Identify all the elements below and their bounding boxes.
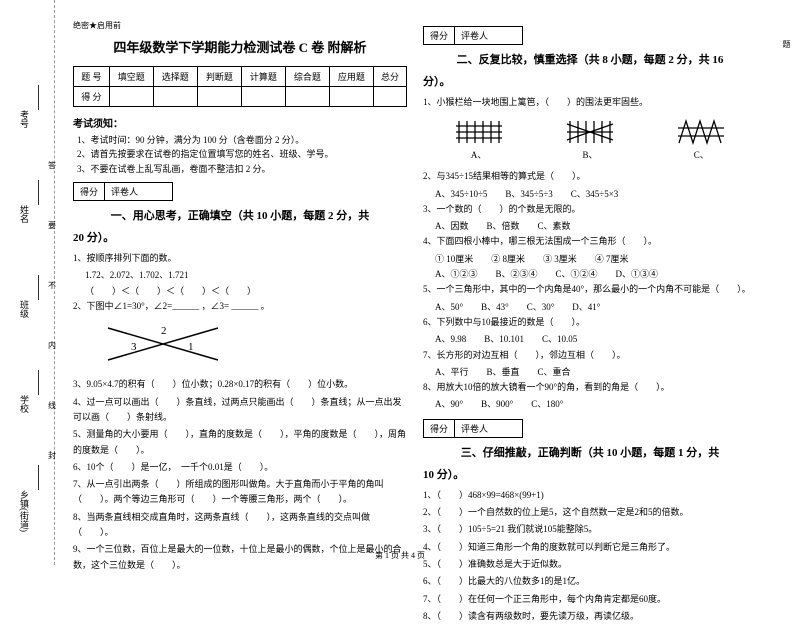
- question: 8、当两条直线相交成直角时，这两条直线（ ），这两条直线的交点叫做（ ）。: [73, 510, 407, 541]
- svg-text:2: 2: [161, 325, 167, 337]
- question-data: 1.72、2.072、1.702、1.721: [85, 268, 407, 283]
- right-column: 得分 评卷人 二、反复比较，慎重选择（共 8 小题，每题 2 分，共 16 分）…: [415, 20, 765, 626]
- options: ① 10厘米 ② 8厘米 ③ 3厘米 ④ 7厘米: [435, 252, 757, 267]
- sidebar-underline: [38, 85, 39, 110]
- sidebar-underline: [38, 370, 39, 395]
- left-column: 绝密★启用前 四年级数学下学期能力检测试卷 C 卷 附解析 题 号 填空题 选择…: [65, 20, 415, 626]
- exam-title: 四年级数学下学期能力检测试卷 C 卷 附解析: [73, 37, 407, 56]
- seal-mark: 答: [48, 160, 56, 171]
- options: A、50° B、43° C、30° D、41°: [435, 300, 757, 315]
- th: 综合题: [285, 67, 329, 87]
- seal-mark: 线: [48, 400, 56, 411]
- seal-mark: 封: [48, 450, 56, 461]
- sidebar-underline: [38, 180, 39, 205]
- question-blank: （ ）＜（ ）＜（ ）＜（ ）: [85, 284, 407, 299]
- section-1-heading: 一、用心思考，正确填空（共 10 小题，每题 2 分，共: [73, 207, 407, 223]
- score-box: 得分 评卷人: [423, 419, 523, 438]
- sidebar-underline: [38, 465, 39, 490]
- options: A、9.98 B、10.101 C、10.05: [435, 332, 757, 347]
- svg-text:1: 1: [188, 341, 194, 353]
- question: 6、下列数中与10最接近的数是（ ）。: [423, 315, 757, 330]
- sidebar-label: 乡镇(街道): [18, 490, 31, 532]
- question: 8、（ ）读含有两级数时，要先读万级，再读亿级。: [423, 609, 757, 624]
- exam-note: 3、不要在试卷上乱写乱画，卷面不整洁扣 2 分。: [77, 162, 407, 176]
- sidebar-label: 学校: [18, 395, 31, 413]
- question: 6、（ ）比最大的八位数多1的是1亿。: [423, 574, 757, 589]
- question: 5、测量角的大小要用（ ），直角的度数是（ ），平角的度数是（ ），周角的度数是…: [73, 427, 407, 458]
- section-3-heading2: 10 分）。: [423, 466, 757, 482]
- page-footer: 第 1 页 共 4 页: [0, 550, 800, 561]
- section-1-heading2: 20 分）。: [73, 229, 407, 245]
- section-2-heading: 二、反复比较，慎重选择（共 8 小题，每题 2 分，共 16: [423, 51, 757, 67]
- question: 4、过一点可以画出（ ）条直线，过两点只能画出（ ）条直线；从一点出发可以画（ …: [73, 395, 407, 426]
- page-content: 绝密★启用前 四年级数学下学期能力检测试卷 C 卷 附解析 题 号 填空题 选择…: [0, 0, 800, 638]
- options: A、因数 B、倍数 C、素数: [435, 219, 757, 234]
- question: 3、（ ）105÷5=21 我们就说105能整除5。: [423, 522, 757, 537]
- th: 应用题: [329, 67, 373, 87]
- grader-label: 评卷人: [455, 420, 494, 437]
- grader-label: 评卷人: [105, 183, 144, 200]
- seal-mark: 要: [48, 220, 56, 231]
- seal-mark: 不: [48, 280, 56, 291]
- score-box: 得分 评卷人: [423, 26, 523, 45]
- exam-note: 1、考试时间：90 分钟，满分为 100 分（含卷面分 2 分）。: [77, 133, 407, 147]
- question: 1、按顺序排列下面的数。: [73, 251, 407, 266]
- question: 2、（ ）一个自然数的位上是5，这个自然数一定是2和5的倍数。: [423, 505, 757, 520]
- score-label: 得分: [424, 420, 455, 437]
- table-row: 题 号 填空题 选择题 判断题 计算题 综合题 应用题 总分: [74, 67, 407, 87]
- binding-sidebar: 乡镇(街道) 学校 班级 姓名 考号 封 线 内 不 要 答: [0, 0, 55, 565]
- question: 8、用放大10倍的放大镜看一个90°的角，看到的角是（ ）。: [423, 380, 757, 395]
- options: A、平行 B、垂直 C、重合: [435, 365, 757, 380]
- question: 3、一个数的（ ）的个数是无限的。: [423, 202, 757, 217]
- fence-diagrams: A、 B、 C、: [423, 118, 757, 161]
- exam-notes-heading: 考试须知：: [73, 115, 407, 130]
- section-3-heading: 三、仔细推敲，正确判断（共 10 小题，每题 1 分，共: [423, 444, 757, 460]
- sidebar-label: 考号: [18, 110, 31, 128]
- seal-mark: 内: [48, 340, 56, 351]
- question: 7、（ ）在任何一个正三角形中，每个内角肯定都是60度。: [423, 592, 757, 607]
- score-box: 得分 评卷人: [73, 182, 173, 201]
- options: A、90° B、900° C、180°: [435, 397, 757, 412]
- question: 3、9.05×4.7的积有（ ）位小数；0.28×0.17的积有（ ）位小数。: [73, 377, 407, 392]
- options: A、①②③ B、②③④ C、①②④ D、①③④: [435, 267, 757, 282]
- sidebar-label: 班级: [18, 300, 31, 318]
- fence-c: C、: [676, 118, 726, 161]
- td: 得 分: [74, 87, 110, 107]
- question: 2、与345÷15结果相等的算式是（ ）。: [423, 169, 757, 184]
- th: 题 号: [74, 67, 110, 87]
- edge-label: 题: [781, 40, 792, 48]
- question: 7、从一点引出两条（ ）所组成的图形叫做角。大于直角而小于平角的角叫（ ）。两个…: [73, 477, 407, 508]
- th: 填空题: [109, 67, 153, 87]
- options: A、345÷10÷5 B、345÷5÷3 C、345÷5×3: [435, 187, 757, 202]
- question: 6、10个（ ）是一亿， 一千个0.01是（ ）。: [73, 460, 407, 475]
- grader-label: 评卷人: [455, 27, 494, 44]
- th: 选择题: [153, 67, 197, 87]
- fence-b: B、: [565, 118, 615, 161]
- question: 2、下图中∠1=30°，∠2=______ ，∠3= ______ 。: [73, 299, 407, 314]
- table-row: 得 分: [74, 87, 407, 107]
- score-table: 题 号 填空题 选择题 判断题 计算题 综合题 应用题 总分 得 分: [73, 66, 407, 107]
- exam-note: 2、请首先按要求在试卷的指定位置填写您的姓名、班级、学号。: [77, 147, 407, 161]
- question: 1、（ ）468×99=468×(99+1): [423, 488, 757, 503]
- section-2-heading2: 分）。: [423, 73, 757, 89]
- svg-text:3: 3: [131, 341, 137, 353]
- score-label: 得分: [74, 183, 105, 200]
- score-label: 得分: [424, 27, 455, 44]
- question: 7、长方形的对边互相（ ），邻边互相（ ）。: [423, 348, 757, 363]
- th: 判断题: [197, 67, 241, 87]
- question: 1、小猴栏给一块地围上篱笆，（ ）的围法更牢固些。: [423, 95, 757, 110]
- question: 4、下面四根小棒中，哪三根无法围成一个三角形（ ）。: [423, 234, 757, 249]
- fence-a: A、: [454, 118, 504, 161]
- confidential-mark: 绝密★启用前: [73, 20, 407, 31]
- question: 5、一个三角形中，其中的一个内角是40°，那么最小的一个内角不可能是（ ）。: [423, 282, 757, 297]
- angle-diagram: 2 3 1: [73, 320, 407, 371]
- th: 总分: [373, 67, 406, 87]
- th: 计算题: [241, 67, 285, 87]
- sidebar-label: 姓名: [18, 205, 31, 223]
- sidebar-underline: [38, 275, 39, 300]
- angle-svg: 2 3 1: [103, 320, 223, 368]
